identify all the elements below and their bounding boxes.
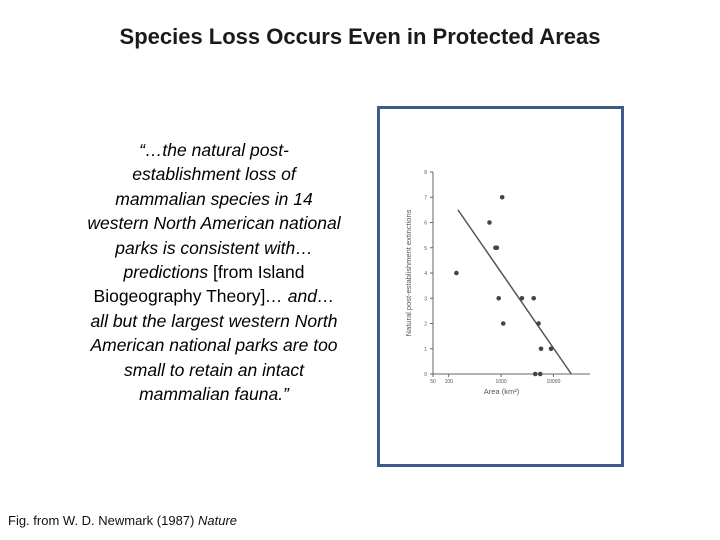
y-tick-label: 5: [424, 246, 427, 252]
regression-line-group: [457, 209, 572, 375]
y-tick-label: 8: [424, 170, 427, 176]
data-point: [548, 346, 554, 352]
quote-part-2: [from Island Biogeography Theory]: [93, 262, 305, 307]
caption-journal: Nature: [197, 513, 238, 528]
data-point: [496, 295, 501, 301]
x-tick-label: 50: [430, 379, 436, 385]
data-point: [536, 321, 541, 326]
y-axis-label-group: Natural post-establishment extinctions: [404, 209, 413, 336]
x-axis-label: Area (km²): [484, 387, 520, 396]
figure-frame: Natural post-establishment extinctions 0…: [377, 106, 624, 467]
x-axis-label-group: Area (km²): [484, 387, 520, 396]
x-tick-label: 10000: [546, 379, 560, 385]
data-points: [454, 194, 554, 377]
caption-prefix: Fig. from W. D. Newmark (1987): [8, 513, 198, 528]
regression-line: [457, 209, 572, 375]
data-point: [500, 321, 506, 326]
data-point: [519, 295, 525, 301]
y-tick-label: 3: [424, 296, 427, 302]
data-point: [537, 371, 543, 377]
quote-part-3: … and… all but the largest western North…: [90, 286, 338, 405]
y-axis-label: Natural post-establishment extinctions: [404, 209, 413, 336]
quote-part-1: “…the natural post-establishment loss of…: [87, 140, 341, 283]
quote-text: “…the natural post-establishment loss of…: [86, 138, 342, 406]
slide-title: Species Loss Occurs Even in Protected Ar…: [119, 24, 601, 49]
y-tick-label: 4: [424, 271, 427, 277]
data-point: [499, 194, 505, 200]
y-tick-label: 2: [424, 322, 427, 328]
data-point: [494, 245, 500, 251]
x-tick-label: 100: [445, 379, 454, 385]
y-tick-label: 7: [424, 195, 427, 201]
y-tick-label: 6: [424, 221, 427, 227]
scatter-chart: Natural post-establishment extinctions 0…: [404, 170, 590, 396]
data-point: [538, 346, 544, 352]
figure-caption: Fig. from W. D. Newmark (1987) Nature: [8, 513, 237, 528]
data-point: [487, 220, 492, 225]
x-tick-label: 1000: [496, 379, 507, 385]
y-tick-label: 1: [424, 347, 427, 353]
ticks: 0 1 2 3 4 5 6 7 8 50 100 1000 10000: [424, 170, 560, 385]
data-point: [454, 270, 459, 276]
data-point: [531, 295, 537, 301]
data-point: [532, 371, 538, 377]
y-tick-label: 0: [424, 372, 427, 378]
